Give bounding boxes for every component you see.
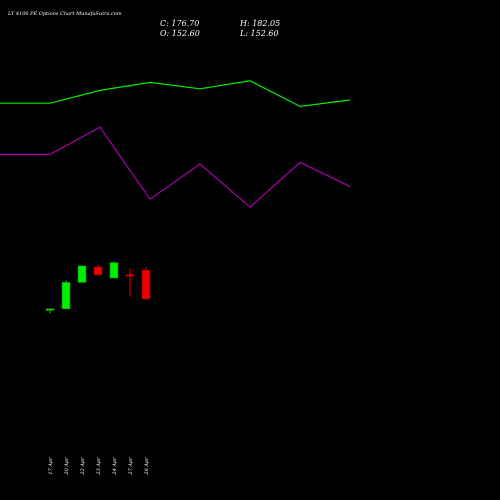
candle-body [109,262,119,279]
candle-body [45,308,55,311]
candle-body [77,265,87,283]
x-tick-label: 20 Apr [64,457,70,476]
candle-body [61,282,71,310]
chart-title: LT 4100 PE Options Chart MunafaSutra.com [7,11,122,17]
x-tick-label: 23 Apr [96,457,102,476]
indicator-lines [0,80,351,208]
candle-body [125,274,135,277]
close-value: C: 176.70 [160,19,199,28]
candle-body [93,266,103,275]
lower-line-series [0,126,351,208]
x-tick-label: 27 Apr [128,457,134,476]
open-value: O: 152.60 [160,29,200,38]
low-value: L: 152.60 [239,29,279,38]
candles [45,261,151,314]
x-tick-label: 22 Apr [80,457,86,476]
candle-body [141,269,151,300]
x-tick-label: 28 Apr [144,457,150,476]
x-tick-label: 24 Apr [112,457,118,476]
high-value: H: 182.05 [239,19,280,28]
x-tick-label: 17 Apr [48,457,54,475]
x-axis-ticks: 17 Apr 20 Apr 22 Apr 23 Apr 24 Apr 27 Apr 28 A… [48,457,150,476]
upper-line-series [0,80,351,108]
